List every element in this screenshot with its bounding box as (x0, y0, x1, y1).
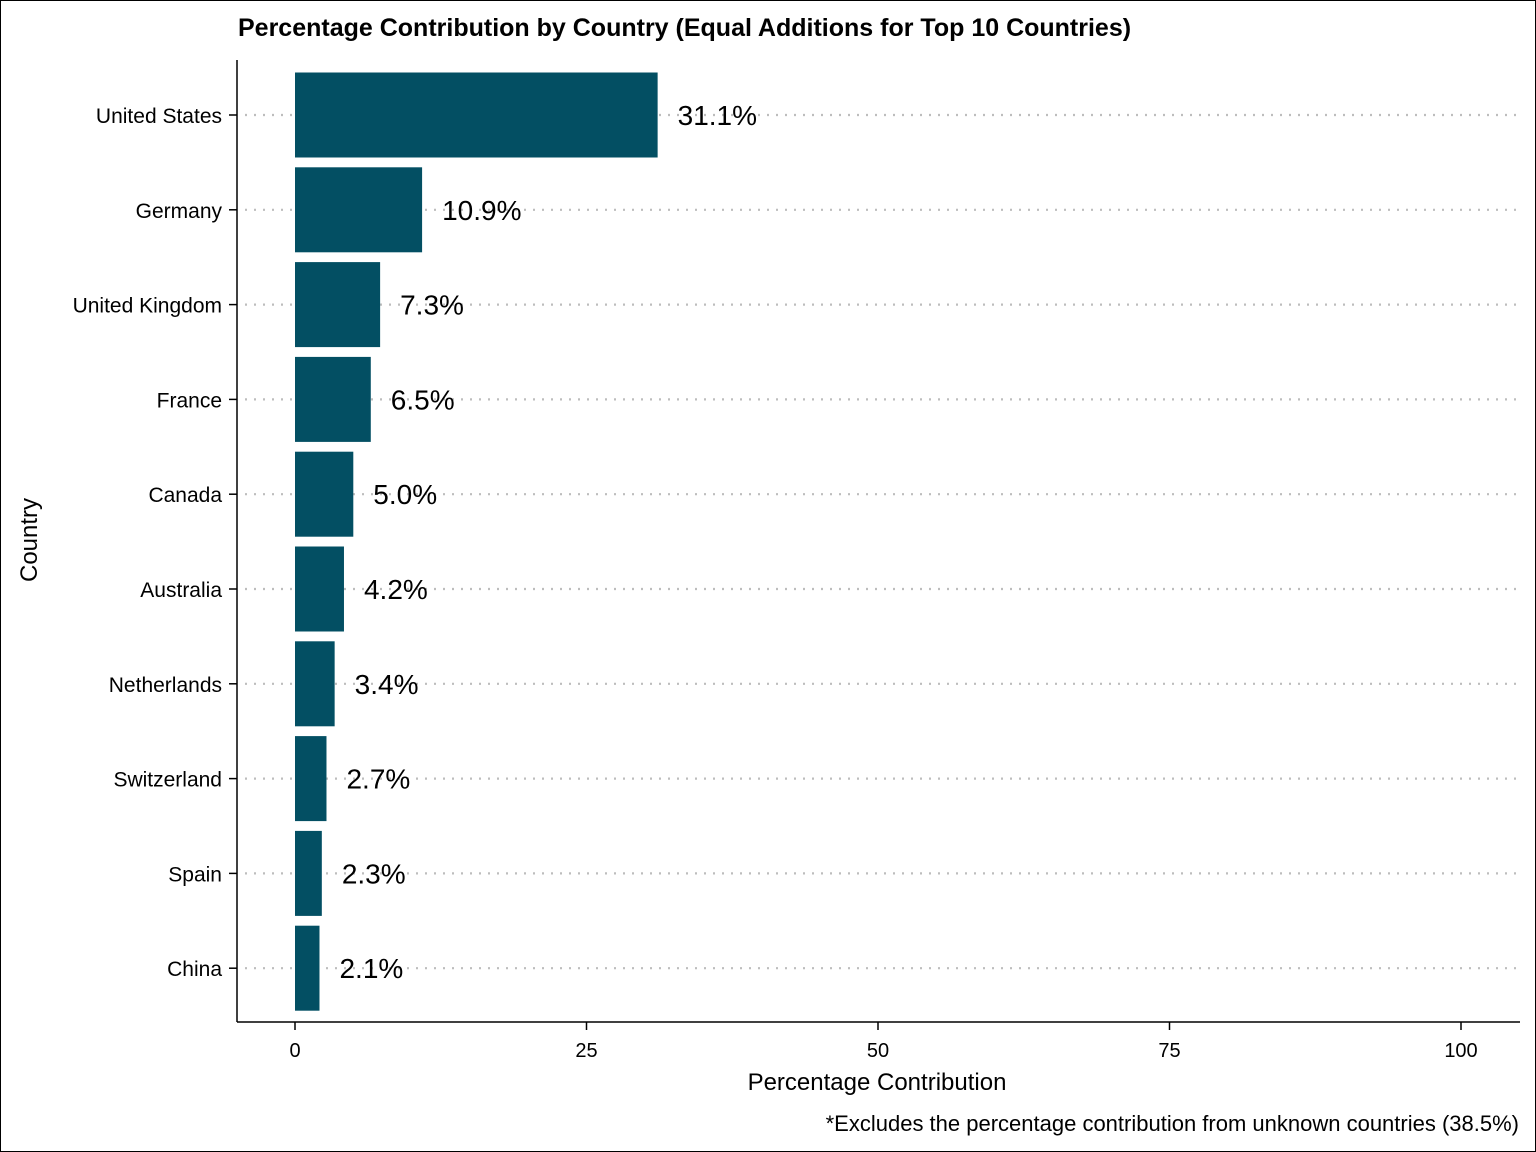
data-label-china: 2.1% (339, 953, 403, 984)
y-tick-label-australia: Australia (140, 579, 222, 602)
x-tick-label-100: 100 (1444, 1040, 1477, 1062)
bar-netherlands (295, 641, 335, 727)
chart-title: Percentage Contribution by Country (Equa… (238, 14, 1131, 42)
data-label-australia: 4.2% (364, 574, 428, 605)
bar-united-kingdom (295, 262, 381, 348)
y-axis-title: Country (16, 498, 43, 582)
data-label-france: 6.5% (391, 384, 455, 415)
bar-france (295, 356, 371, 442)
bar-australia (295, 546, 344, 632)
x-axis-ticks: 0 25 50 75 100 (289, 1022, 1478, 1062)
data-labels: 31.1% 10.9% 7.3% 6.5% 5.0% 4.2% 3.4% 2.7% 2.3% 2.… (339, 100, 757, 984)
x-tick-label-75: 75 (1158, 1040, 1180, 1062)
y-axis-ticks: United States Germany United Kingdom France… (73, 105, 237, 981)
data-label-spain: 2.3% (342, 858, 406, 889)
x-tick-label-25: 25 (575, 1040, 597, 1062)
x-axis-title: Percentage Contribution (748, 1069, 1007, 1096)
data-label-netherlands: 3.4% (355, 669, 419, 700)
chart-caption: *Excludes the percentage contribution fr… (826, 1111, 1519, 1136)
bar-germany (295, 167, 423, 253)
y-tick-label-china: China (167, 958, 222, 981)
bar-china (295, 925, 320, 1011)
bar-canada (295, 451, 354, 537)
data-label-united-kingdom: 7.3% (400, 290, 464, 321)
y-tick-label-united-kingdom: United Kingdom (73, 295, 222, 318)
gridlines (245, 113, 1518, 970)
bar-switzerland (295, 736, 327, 822)
bar-spain (295, 830, 322, 916)
y-tick-label-netherlands: Netherlands (109, 674, 222, 697)
y-tick-label-germany: Germany (136, 200, 223, 223)
y-tick-label-spain: Spain (168, 863, 222, 886)
y-tick-label-switzerland: Switzerland (113, 769, 222, 792)
data-label-canada: 5.0% (373, 479, 437, 510)
y-tick-label-canada: Canada (148, 484, 222, 507)
data-label-germany: 10.9% (442, 195, 521, 226)
y-tick-label-united-states: United States (96, 105, 222, 128)
x-tick-label-0: 0 (289, 1040, 300, 1062)
bars (295, 72, 658, 1011)
data-label-switzerland: 2.7% (346, 764, 410, 795)
bar-united-states (295, 72, 658, 158)
y-tick-label-france: France (157, 389, 222, 412)
data-label-united-states: 31.1% (678, 100, 757, 131)
x-tick-label-50: 50 (867, 1040, 889, 1062)
